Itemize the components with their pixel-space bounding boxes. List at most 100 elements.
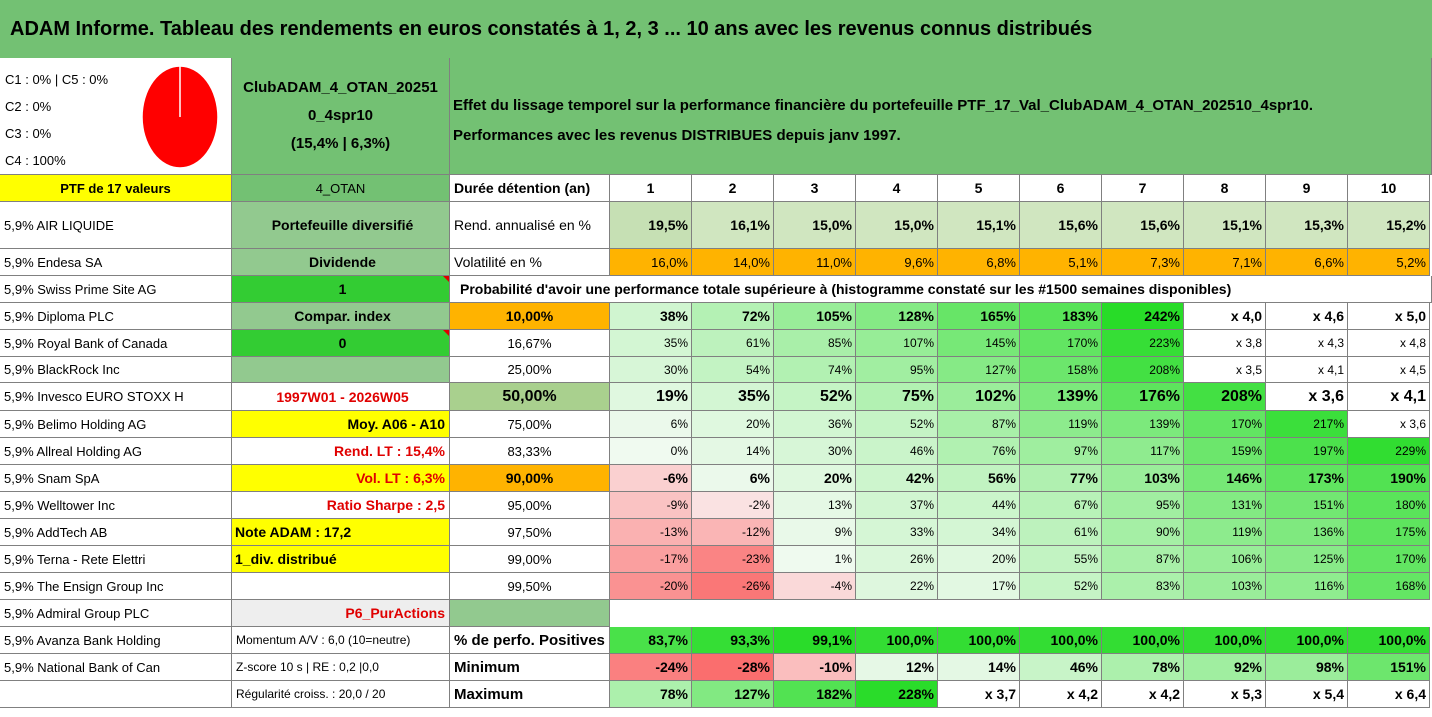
probability-title: Probabilité d'avoir une performance tota… bbox=[460, 281, 1232, 297]
probability-value: 20% bbox=[774, 465, 856, 492]
holding-row: 5,9% BlackRock Inc bbox=[0, 357, 232, 383]
volatility-value-7: 7,3% bbox=[1102, 249, 1184, 276]
year-header-7: 7 bbox=[1102, 175, 1184, 202]
holding-row: 5,9% Diploma PLC bbox=[0, 303, 232, 330]
allocation-pie-chart bbox=[141, 65, 219, 169]
probability-value: 183% bbox=[1020, 303, 1102, 330]
probability-value: 170% bbox=[1348, 546, 1430, 573]
probability-value: 176% bbox=[1102, 383, 1184, 411]
return-value-5: 15,1% bbox=[938, 202, 1020, 249]
summary-value: 98% bbox=[1266, 654, 1348, 681]
info-cell: Portefeuille diversifié bbox=[232, 202, 450, 249]
summary-value: -10% bbox=[774, 654, 856, 681]
probability-value: 139% bbox=[1020, 383, 1102, 411]
probability-value: 175% bbox=[1348, 519, 1430, 546]
probability-value: 127% bbox=[938, 357, 1020, 383]
probability-value: 97% bbox=[1020, 438, 1102, 465]
probability-value: 1% bbox=[774, 546, 856, 573]
probability-value: 76% bbox=[938, 438, 1020, 465]
probability-value: 116% bbox=[1266, 573, 1348, 600]
probability-value: 168% bbox=[1348, 573, 1430, 600]
probability-value: 19% bbox=[610, 383, 692, 411]
probability-value: x 4,1 bbox=[1348, 383, 1430, 411]
holding-row: 5,9% Swiss Prime Site AG bbox=[0, 276, 232, 303]
return-value-3: 15,0% bbox=[774, 202, 856, 249]
year-header-8: 8 bbox=[1184, 175, 1266, 202]
summary-value: x 4,2 bbox=[1020, 681, 1102, 708]
info-cell: Moy. A06 - A10 bbox=[232, 411, 450, 438]
probability-value: 75% bbox=[856, 383, 938, 411]
probability-value: 107% bbox=[856, 330, 938, 357]
probability-value: 117% bbox=[1102, 438, 1184, 465]
probability-value: 52% bbox=[1020, 573, 1102, 600]
probability-label: 16,67% bbox=[450, 330, 610, 357]
summary-value: 92% bbox=[1184, 654, 1266, 681]
year-header-10: 10 bbox=[1348, 175, 1430, 202]
info-cell: Dividende bbox=[232, 249, 450, 276]
description-line1: Effet du lissage temporel sur la perform… bbox=[453, 97, 1314, 114]
probability-value: 46% bbox=[856, 438, 938, 465]
probability-label: 10,00% bbox=[450, 303, 610, 330]
info-cell: 1_div. distribué bbox=[232, 546, 450, 573]
probability-value: 103% bbox=[1102, 465, 1184, 492]
probability-value: 173% bbox=[1266, 465, 1348, 492]
summary-value: 100,0% bbox=[1266, 627, 1348, 654]
year-header-4: 4 bbox=[856, 175, 938, 202]
legend-c3: C3 : 0% bbox=[5, 126, 52, 141]
probability-value: 0% bbox=[610, 438, 692, 465]
holding-row: 5,9% Endesa SA bbox=[0, 249, 232, 276]
holding-row: 5,9% Welltower Inc bbox=[0, 492, 232, 519]
fund-name-cell: ClubADAM_4_OTAN_20251 0_4spr10 (15,4% | … bbox=[232, 58, 450, 175]
probability-value: 95% bbox=[1102, 492, 1184, 519]
holding-row: 5,9% Allreal Holding AG bbox=[0, 438, 232, 465]
probability-value: 67% bbox=[1020, 492, 1102, 519]
probability-value: x 4,1 bbox=[1266, 357, 1348, 383]
probability-value: 223% bbox=[1102, 330, 1184, 357]
probability-value: x 3,8 bbox=[1184, 330, 1266, 357]
probability-value: 55% bbox=[1020, 546, 1102, 573]
info-cell: Rend. LT : 15,4% bbox=[232, 438, 450, 465]
holding-row: 5,9% AIR LIQUIDE bbox=[0, 202, 232, 249]
summary-value: 100,0% bbox=[1020, 627, 1102, 654]
probability-value: 13% bbox=[774, 492, 856, 519]
probability-value: 106% bbox=[1184, 546, 1266, 573]
probability-value: 20% bbox=[692, 411, 774, 438]
probability-value: 61% bbox=[1020, 519, 1102, 546]
probability-value: -13% bbox=[610, 519, 692, 546]
probability-value: 14% bbox=[692, 438, 774, 465]
probability-value: x 4,8 bbox=[1348, 330, 1430, 357]
info-cell: Compar. index bbox=[232, 303, 450, 330]
summary-value: 93,3% bbox=[692, 627, 774, 654]
year-header-6: 6 bbox=[1020, 175, 1102, 202]
probability-value: x 4,3 bbox=[1266, 330, 1348, 357]
summary-label: Maximum bbox=[450, 681, 610, 708]
probability-value: 42% bbox=[856, 465, 938, 492]
probability-value: 87% bbox=[1102, 546, 1184, 573]
blank-green-cell bbox=[450, 600, 610, 627]
probability-value: 125% bbox=[1266, 546, 1348, 573]
return-value-2: 16,1% bbox=[692, 202, 774, 249]
probability-label: 50,00% bbox=[450, 383, 610, 411]
description: Effet du lissage temporel sur la perform… bbox=[453, 91, 1313, 151]
volatility-value-5: 6,8% bbox=[938, 249, 1020, 276]
probability-value: -2% bbox=[692, 492, 774, 519]
return-value-1: 19,5% bbox=[610, 202, 692, 249]
probability-value: 90% bbox=[1102, 519, 1184, 546]
fund-name-line2: 0_4spr10 bbox=[307, 107, 374, 124]
summary-value: 127% bbox=[692, 681, 774, 708]
probability-value: 22% bbox=[856, 573, 938, 600]
allocation-legend: C1 : 0% | C5 : 0% C2 : 0% C3 : 0% C4 : 1… bbox=[5, 66, 135, 174]
summary-label: % de perfo. Positives bbox=[450, 627, 610, 654]
volatility-value-10: 5,2% bbox=[1348, 249, 1430, 276]
summary-label: Minimum bbox=[450, 654, 610, 681]
probability-value: 34% bbox=[938, 519, 1020, 546]
summary-value: 151% bbox=[1348, 654, 1430, 681]
summary-value: x 6,4 bbox=[1348, 681, 1430, 708]
probability-value: 87% bbox=[938, 411, 1020, 438]
probability-value: 208% bbox=[1184, 383, 1266, 411]
probability-value: x 4,0 bbox=[1184, 303, 1266, 330]
probability-value: x 4,6 bbox=[1266, 303, 1348, 330]
summary-value: 100,0% bbox=[856, 627, 938, 654]
legend-cell bbox=[0, 58, 232, 175]
